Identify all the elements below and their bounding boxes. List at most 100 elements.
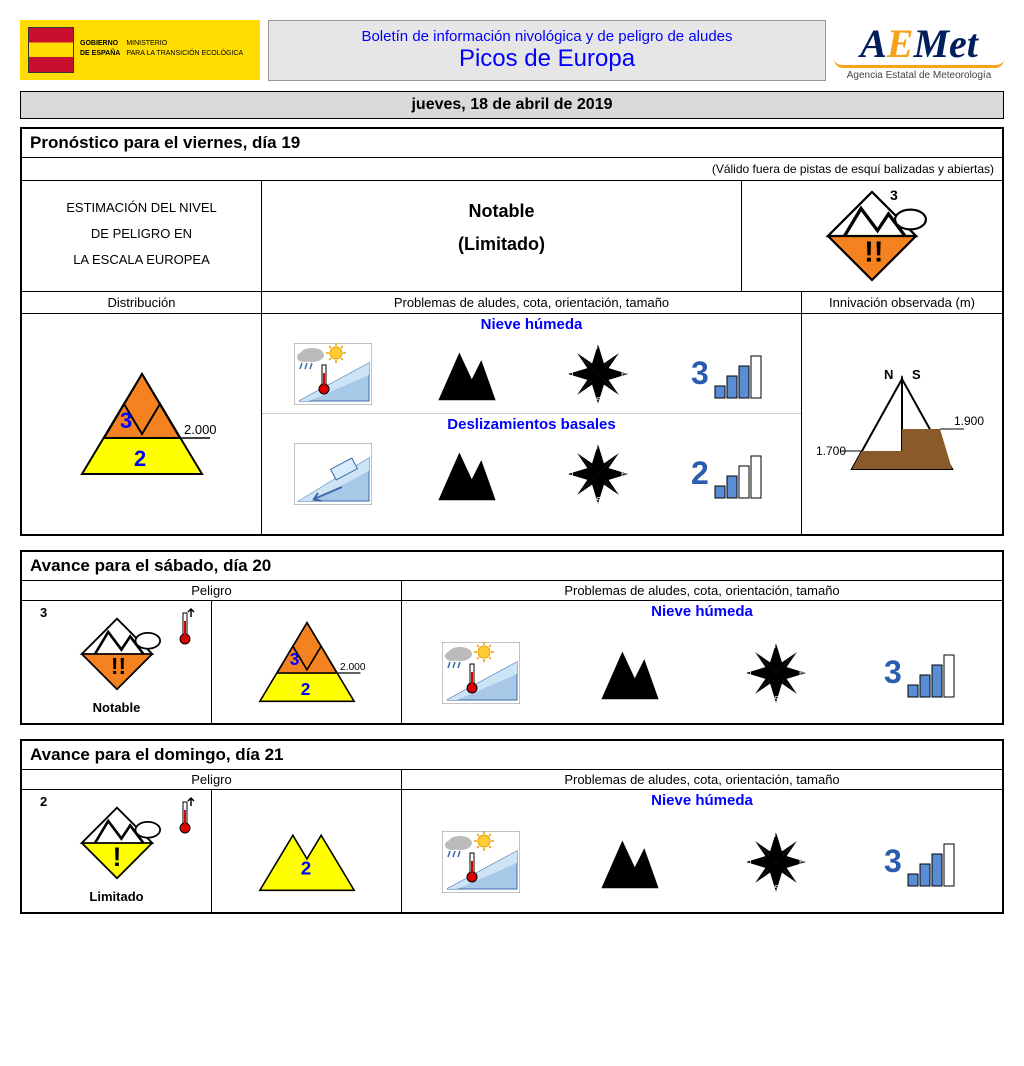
sun-problems: Problemas de aludes, cota, orientación, … [402, 770, 1002, 912]
innivation-icon: N S 1.700 1.900 [812, 359, 992, 489]
sat-problems: Problemas de aludes, cota, orientación, … [402, 581, 1002, 723]
aemet-logo: AEMet Agencia Estatal de Meteorología [834, 20, 1004, 81]
estimation-label: ESTIMACIÓN DEL NIVEL DE PELIGRO EN LA ES… [22, 181, 262, 291]
danger-diamond-icon [62, 799, 172, 887]
friday-title: Pronóstico para el viernes, día 19 [22, 129, 1002, 158]
aspect-all-icon [741, 638, 811, 708]
aspect-all-icon [563, 439, 633, 509]
bulletin-subtitle: Boletín de información nivológica y de p… [361, 28, 732, 45]
sun-dist-icon: 2 [212, 790, 401, 912]
innivation-cell: N S 1.700 1.900 [802, 314, 1002, 534]
distribution-mountain-icon: 2 [232, 796, 382, 906]
svg-text:1.700: 1.700 [816, 444, 846, 458]
sat-col-peligro: Peligro [22, 581, 401, 601]
svg-text:N: N [884, 367, 893, 382]
sun-peligro: Peligro 2 Limitado 2 [22, 770, 402, 912]
saturday-section: Avance para el sábado, día 20 Peligro 3 … [20, 550, 1004, 725]
sun-title: Avance para el domingo, día 21 [22, 741, 1002, 770]
svg-text:3: 3 [884, 843, 902, 879]
est-l3: LA ESCALA EUROPEA [30, 247, 253, 273]
aspect-all-icon [563, 339, 633, 409]
problem-wet-snow: Nieve húmeda 3 [262, 314, 801, 413]
danger-diamond-icon [62, 610, 172, 698]
bulletin-title: Picos de Europa [459, 45, 635, 73]
sat-dist-icon: 3 2 2.000 [212, 601, 401, 723]
svg-text:3: 3 [289, 649, 299, 669]
size-3-icon: 3 [882, 643, 962, 703]
sun-danger-icon: 2 Limitado [22, 790, 212, 912]
svg-text:2: 2 [691, 455, 709, 491]
elevation-all-icon [591, 642, 669, 704]
problems-cell: Nieve húmeda 3 Deslizamientos basales [262, 314, 802, 534]
distribution-cell: 3 2 2.000 [22, 314, 262, 534]
ministry-l2: PARA LA TRANSICIÓN ECOLÓGICA [126, 50, 243, 58]
header-row: GOBIERNO DE ESPAÑA MINISTERIO PARA LA TR… [20, 20, 1004, 81]
dist-upper: 3 [120, 408, 132, 433]
gov-label2: DE ESPAÑA [80, 50, 120, 57]
thermometer-up-icon [179, 607, 197, 645]
svg-text:1.900: 1.900 [954, 414, 984, 428]
estimation-row: ESTIMACIÓN DEL NIVEL DE PELIGRO EN LA ES… [22, 181, 1002, 292]
distribution-mountain-icon: 3 2 2.000 [227, 607, 387, 717]
size-2-icon: 2 [689, 444, 769, 504]
sat-title: Avance para el sábado, día 20 [22, 552, 1002, 581]
col-prob: Problemas de aludes, cota, orientación, … [262, 292, 802, 313]
title-box: Boletín de información nivológica y de p… [268, 20, 826, 81]
sun-row: Peligro 2 Limitado 2 Problemas de aludes… [22, 770, 1002, 912]
danger-diamond-icon [802, 181, 942, 291]
sat-peligro: Peligro 3 Notable 3 2 [22, 581, 402, 723]
col-innov: Innivación observada (m) [802, 292, 1002, 313]
gov-label1: GOBIERNO [80, 40, 118, 47]
distribution-mountain-icon: 3 2 2.000 [52, 354, 232, 494]
est-l2: DE PELIGRO EN [30, 221, 253, 247]
aemet-subtitle: Agencia Estatal de Meteorología [834, 70, 1004, 81]
sat-label: Notable [93, 700, 141, 715]
svg-text:3: 3 [884, 654, 902, 690]
dist-lower: 2 [134, 446, 146, 471]
est-l1: ESTIMACIÓN DEL NIVEL [30, 195, 253, 221]
svg-text:2: 2 [300, 858, 310, 879]
wet-snow-cause-icon [442, 831, 520, 893]
svg-text:2: 2 [300, 679, 310, 699]
problem-gliding: Deslizamientos basales 2 [262, 413, 801, 513]
size-3-icon: 3 [882, 832, 962, 892]
validity-note: (Válido fuera de pistas de esquí balizad… [22, 158, 1002, 181]
sun-label: Limitado [89, 889, 143, 904]
spain-emblem-icon [28, 27, 74, 73]
elevation-all-icon [428, 443, 506, 505]
gov-text: GOBIERNO DE ESPAÑA [80, 40, 120, 59]
level-main: Notable [282, 201, 721, 222]
thermometer-up-icon [179, 796, 197, 834]
danger-number: 3 [890, 187, 898, 203]
estimation-level: Notable (Limitado) [262, 181, 742, 291]
wet-snow-cause-icon [442, 642, 520, 704]
sun-col-prob: Problemas de aludes, cota, orientación, … [402, 770, 1002, 790]
col-dist: Distribución [22, 292, 262, 313]
sat-problem-title: Nieve húmeda [402, 601, 1002, 622]
aspect-all-icon [741, 827, 811, 897]
problem1-title: Nieve húmeda [262, 314, 801, 335]
elevation-all-icon [428, 343, 506, 405]
ministry-text: MINISTERIO PARA LA TRANSICIÓN ECOLÓGICA [126, 40, 243, 59]
sunday-section: Avance para el domingo, día 21 Peligro 2… [20, 739, 1004, 914]
problem2-title: Deslizamientos basales [262, 414, 801, 435]
svg-text:3: 3 [691, 355, 709, 391]
wet-snow-cause-icon [294, 343, 372, 405]
level-sub: (Limitado) [282, 234, 721, 255]
sun-col-peligro: Peligro [22, 770, 401, 790]
danger-icon-cell: 3 [742, 181, 1002, 291]
gliding-cause-icon [294, 443, 372, 505]
sat-col-prob: Problemas de aludes, cota, orientación, … [402, 581, 1002, 601]
sun-problem-title: Nieve húmeda [402, 790, 1002, 811]
friday-body: 3 2 2.000 Nieve húmeda 3 [22, 314, 1002, 534]
dist-alt: 2.000 [184, 422, 217, 437]
size-3-icon: 3 [689, 344, 769, 404]
sat-num: 3 [40, 605, 47, 620]
gov-logo: GOBIERNO DE ESPAÑA MINISTERIO PARA LA TR… [20, 20, 260, 80]
ministry-l1: MINISTERIO [126, 40, 243, 48]
column-headers: Distribución Problemas de aludes, cota, … [22, 292, 1002, 314]
sat-danger-icon: 3 Notable [22, 601, 212, 723]
svg-text:2.000: 2.000 [340, 662, 366, 673]
svg-text:S: S [912, 367, 921, 382]
date-bar: jueves, 18 de abril de 2019 [20, 91, 1004, 119]
